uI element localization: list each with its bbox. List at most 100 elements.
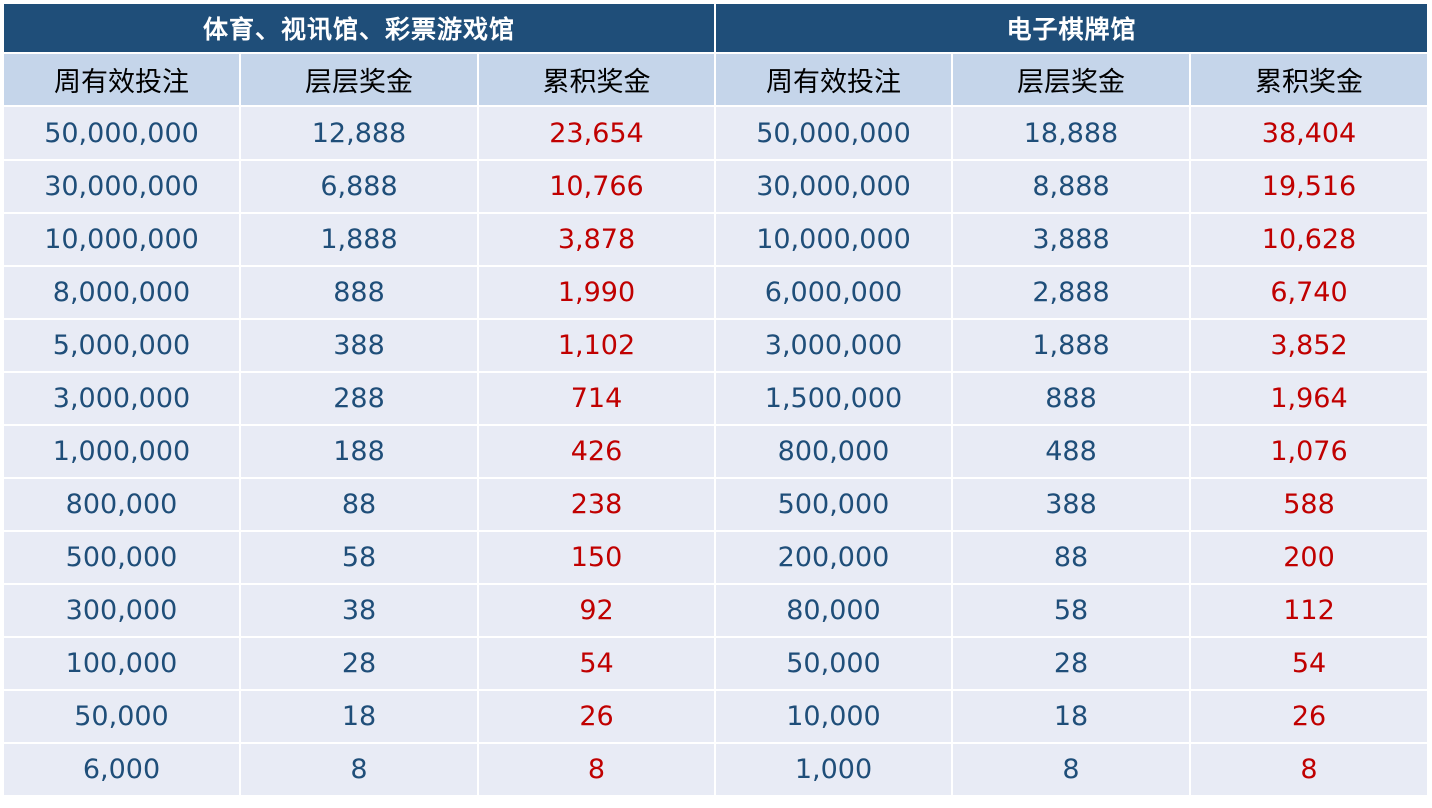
weekly-bet-cell: 200,000 (714, 530, 953, 585)
column-header-tier-bonus: 层层奖金 (239, 52, 479, 107)
accumulated-bonus-cell: 10,766 (477, 159, 716, 214)
tier-bonus-cell: 2,888 (951, 265, 1191, 320)
tier-bonus-cell: 888 (239, 265, 479, 320)
accumulated-bonus-cell: 588 (1188, 477, 1430, 532)
accumulated-bonus-cell: 26 (477, 689, 716, 744)
table-row: 100,000 28 54 50,000 28 54 (2, 636, 1430, 691)
accumulated-bonus-cell: 38,404 (1188, 105, 1430, 161)
tier-bonus-cell: 8,888 (951, 159, 1191, 214)
accumulated-bonus-cell: 8 (477, 742, 716, 797)
accumulated-bonus-cell: 10,628 (1188, 212, 1430, 267)
weekly-bet-cell: 10,000 (714, 689, 953, 744)
tier-bonus-cell: 1,888 (239, 212, 479, 267)
weekly-bet-cell: 800,000 (2, 477, 241, 532)
tier-bonus-cell: 188 (239, 424, 479, 479)
table-row: 8,000,000 888 1,990 6,000,000 2,888 6,740 (2, 265, 1430, 320)
column-header-accumulated-bonus: 累积奖金 (1188, 52, 1430, 107)
weekly-bet-cell: 10,000,000 (714, 212, 953, 267)
accumulated-bonus-cell: 3,852 (1188, 318, 1430, 373)
accumulated-bonus-cell: 8 (1188, 742, 1430, 797)
weekly-bet-cell: 300,000 (2, 583, 241, 638)
accumulated-bonus-cell: 200 (1188, 530, 1430, 585)
weekly-bet-cell: 800,000 (714, 424, 953, 479)
weekly-bet-cell: 3,000,000 (714, 318, 953, 373)
accumulated-bonus-cell: 426 (477, 424, 716, 479)
accumulated-bonus-cell: 6,740 (1188, 265, 1430, 320)
weekly-bet-cell: 8,000,000 (2, 265, 241, 320)
accumulated-bonus-cell: 1,076 (1188, 424, 1430, 479)
column-header-accumulated-bonus: 累积奖金 (477, 52, 716, 107)
accumulated-bonus-cell: 19,516 (1188, 159, 1430, 214)
weekly-bet-cell: 6,000 (2, 742, 241, 797)
weekly-bet-cell: 1,500,000 (714, 371, 953, 426)
accumulated-bonus-cell: 54 (1188, 636, 1430, 691)
accumulated-bonus-cell: 54 (477, 636, 716, 691)
table-row: 50,000,000 12,888 23,654 50,000,000 18,888 38… (2, 105, 1430, 161)
tier-bonus-cell: 3,888 (951, 212, 1191, 267)
accumulated-bonus-cell: 1,964 (1188, 371, 1430, 426)
table-row: 6,000 8 8 1,000 8 8 (2, 742, 1430, 797)
group-header-row: 体育、视讯馆、彩票游戏馆 电子棋牌馆 (2, 2, 1430, 54)
column-header-row: 周有效投注 层层奖金 累积奖金 周有效投注 层层奖金 累积奖金 (2, 52, 1430, 107)
accumulated-bonus-cell: 26 (1188, 689, 1430, 744)
weekly-bet-cell: 50,000 (714, 636, 953, 691)
tier-bonus-cell: 888 (951, 371, 1191, 426)
tier-bonus-cell: 388 (951, 477, 1191, 532)
table-row: 10,000,000 1,888 3,878 10,000,000 3,888 10,62… (2, 212, 1430, 267)
tier-bonus-cell: 28 (239, 636, 479, 691)
weekly-bet-cell: 30,000,000 (714, 159, 953, 214)
table-row: 5,000,000 388 1,102 3,000,000 1,888 3,852 (2, 318, 1430, 373)
tier-bonus-cell: 58 (239, 530, 479, 585)
tier-bonus-cell: 6,888 (239, 159, 479, 214)
weekly-bet-cell: 50,000,000 (714, 105, 953, 161)
tier-bonus-cell: 8 (951, 742, 1191, 797)
tier-bonus-cell: 38 (239, 583, 479, 638)
accumulated-bonus-cell: 238 (477, 477, 716, 532)
table-row: 1,000,000 188 426 800,000 488 1,076 (2, 424, 1430, 479)
tier-bonus-cell: 8 (239, 742, 479, 797)
table-body: 50,000,000 12,888 23,654 50,000,000 18,888 38… (2, 105, 1430, 797)
column-header-weekly-bet: 周有效投注 (714, 52, 953, 107)
table-row: 500,000 58 150 200,000 88 200 (2, 530, 1430, 585)
weekly-bet-cell: 80,000 (714, 583, 953, 638)
accumulated-bonus-cell: 3,878 (477, 212, 716, 267)
tier-bonus-cell: 18 (951, 689, 1191, 744)
accumulated-bonus-cell: 714 (477, 371, 716, 426)
weekly-bet-cell: 50,000 (2, 689, 241, 744)
weekly-bet-cell: 1,000,000 (2, 424, 241, 479)
weekly-bet-cell: 5,000,000 (2, 318, 241, 373)
tier-bonus-cell: 88 (239, 477, 479, 532)
tier-bonus-cell: 1,888 (951, 318, 1191, 373)
tier-bonus-cell: 12,888 (239, 105, 479, 161)
column-header-weekly-bet: 周有效投注 (2, 52, 241, 107)
weekly-bet-cell: 1,000 (714, 742, 953, 797)
tier-bonus-cell: 488 (951, 424, 1191, 479)
weekly-bet-cell: 10,000,000 (2, 212, 241, 267)
weekly-bet-cell: 50,000,000 (2, 105, 241, 161)
table-row: 300,000 38 92 80,000 58 112 (2, 583, 1430, 638)
accumulated-bonus-cell: 1,990 (477, 265, 716, 320)
accumulated-bonus-cell: 150 (477, 530, 716, 585)
tier-bonus-cell: 18,888 (951, 105, 1191, 161)
group-title-electronic: 电子棋牌馆 (713, 2, 1430, 54)
table-row: 800,000 88 238 500,000 388 588 (2, 477, 1430, 532)
column-header-tier-bonus: 层层奖金 (951, 52, 1191, 107)
group-title-sports: 体育、视讯馆、彩票游戏馆 (2, 2, 716, 54)
accumulated-bonus-cell: 23,654 (477, 105, 716, 161)
weekly-bet-cell: 3,000,000 (2, 371, 241, 426)
table-row: 50,000 18 26 10,000 18 26 (2, 689, 1430, 744)
weekly-bet-cell: 100,000 (2, 636, 241, 691)
weekly-bet-cell: 500,000 (2, 530, 241, 585)
tier-bonus-cell: 288 (239, 371, 479, 426)
weekly-bet-cell: 500,000 (714, 477, 953, 532)
tier-bonus-cell: 88 (951, 530, 1191, 585)
tier-bonus-cell: 18 (239, 689, 479, 744)
tier-bonus-cell: 388 (239, 318, 479, 373)
accumulated-bonus-cell: 112 (1188, 583, 1430, 638)
table-row: 3,000,000 288 714 1,500,000 888 1,964 (2, 371, 1430, 426)
weekly-bet-cell: 6,000,000 (714, 265, 953, 320)
tier-bonus-cell: 28 (951, 636, 1191, 691)
weekly-bet-cell: 30,000,000 (2, 159, 241, 214)
accumulated-bonus-cell: 1,102 (477, 318, 716, 373)
